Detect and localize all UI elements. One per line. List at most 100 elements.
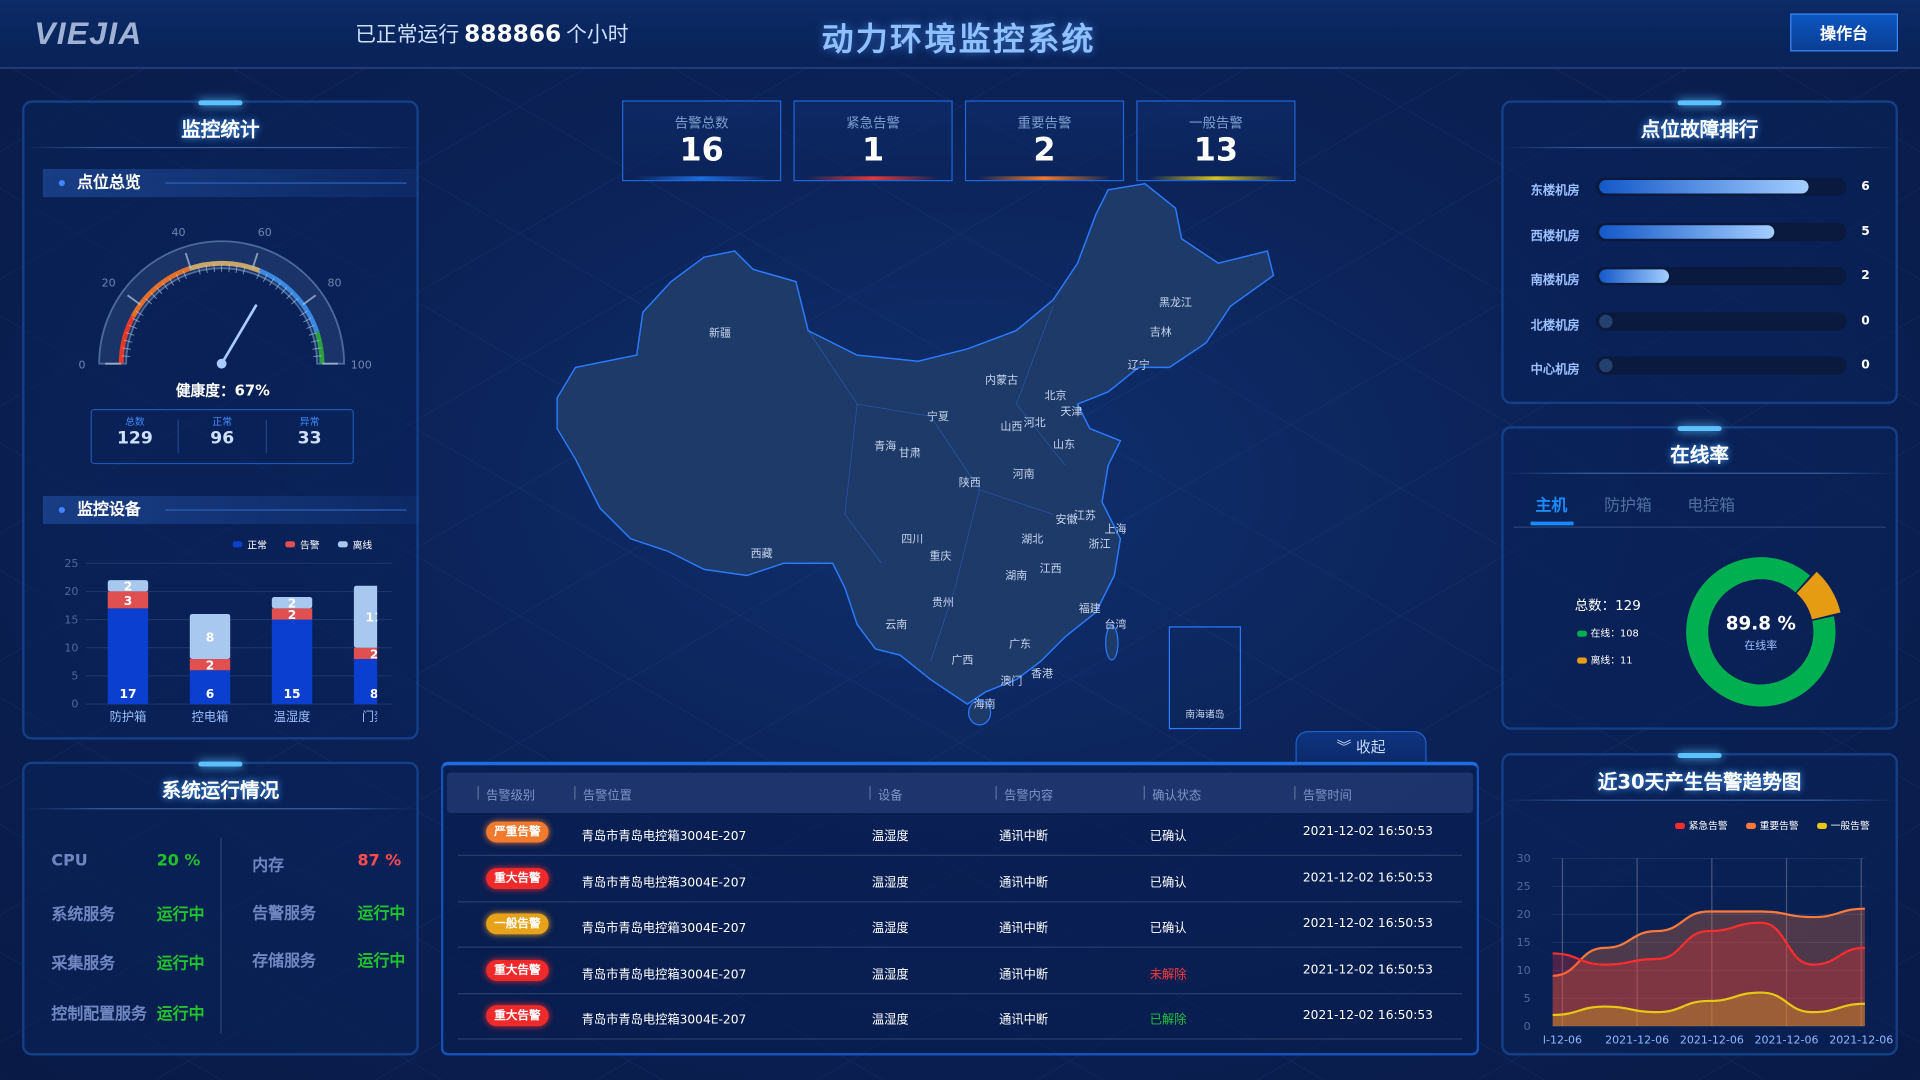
gauge-tick (280, 287, 288, 295)
gauge-tick (308, 332, 318, 336)
stat-label: 异常 (299, 416, 320, 428)
alarm-status: 已确认 (1149, 876, 1187, 890)
gauge-tick (242, 265, 246, 275)
province-label: 湖南 (1005, 569, 1027, 582)
gauge-tick (286, 292, 293, 300)
table-row[interactable]: 一般告警 青岛市青岛电控箱3004E-207 温湿度 通讯中断 已确认 2021-12-0… (457, 902, 1463, 948)
page-title: 动力环境监控系统 (821, 22, 1096, 59)
legend-swatch (1675, 822, 1685, 829)
monitor-stats-panel: 监控统计 点位总览 0 20 40 60 80 100 健康度：67% 总数 129 正常 9… (22, 100, 419, 740)
kpi-label: 告警总数 (674, 115, 729, 132)
y-tick-label: 25 (1517, 880, 1531, 893)
bar-data-label: 2 (370, 647, 379, 661)
alarm-device: 温湿度 (871, 967, 909, 982)
alarm-status: 已确认 (1149, 922, 1187, 936)
hainan-island (967, 699, 992, 726)
gauge-tick (175, 274, 181, 283)
gauge-tick-label: 20 (102, 277, 116, 290)
province-label: 广东 (1009, 638, 1031, 651)
system-item-label: CPU (51, 852, 88, 871)
table-header: 告警级别 告警位置 设备 告警内容 确认状态 告警时间 (446, 772, 1474, 814)
province-label: 海南 (973, 697, 995, 711)
gauge-tick (145, 298, 153, 305)
alarm-time: 2021-12-02 16:50:53 (1302, 917, 1433, 931)
alarm-device: 温湿度 (871, 876, 909, 890)
province-border (807, 330, 1054, 515)
table-row[interactable]: 严重告警 青岛市青岛电控箱3004E-207 温湿度 通讯中断 已确认 2021-12-0… (457, 811, 1463, 856)
runtime-prefix: 已正常运行 (355, 23, 460, 48)
kpi-value: 1 (861, 132, 885, 169)
bar-segment (189, 670, 231, 705)
province-label: 湖北 (1021, 532, 1043, 545)
runtime-status: 已正常运行 888866 个小时 (355, 17, 628, 48)
tab-host[interactable]: 主机 (1535, 497, 1568, 516)
gauge-tick (312, 347, 321, 350)
province-label: 上海 (1104, 522, 1126, 536)
table-row[interactable]: 重大告警 青岛市青岛电控箱3004E-207 温湿度 通讯中断 未解除 2021-12-0… (457, 948, 1463, 994)
system-item-label: 采集服务 (51, 955, 116, 974)
bar-segment (107, 591, 149, 609)
bar-data-label: 17 (119, 687, 136, 701)
online-total: 总数：129 (1575, 595, 1641, 615)
tab-control-box[interactable]: 电控箱 (1687, 497, 1736, 516)
tab-protection-box[interactable]: 防护箱 (1604, 497, 1652, 516)
legend-label: 在线： (1590, 628, 1621, 640)
kpi-underline (806, 176, 940, 181)
ranking-bar-fill (1599, 180, 1810, 194)
section-devices: 监控设备 (42, 495, 419, 525)
online-rate-value: 89.8 % (1725, 612, 1796, 635)
province-label: 内蒙古 (985, 372, 1018, 386)
y-tick-label: 0 (1524, 1020, 1531, 1033)
panel-title: 点位故障排行 (1504, 100, 1896, 142)
collapse-button[interactable]: ︾ 收起 (1295, 731, 1427, 762)
province-label: 江苏 (1074, 509, 1096, 522)
stat-value: 96 (210, 428, 235, 449)
kpi-underline (635, 176, 768, 181)
legend-label: 一般告警 (1831, 819, 1870, 832)
gauge-needle-hub (216, 358, 227, 369)
bar-data-label: 2 (288, 597, 297, 611)
province-label: 四川 (901, 532, 923, 545)
table-row[interactable]: 重大告警 青岛市青岛电控箱3004E-207 温湿度 通讯中断 已解除 2021-12-0… (457, 994, 1463, 1040)
panel-title: 在线率 (1504, 426, 1896, 467)
bar-segment (353, 659, 378, 705)
stat-value: 129 (116, 428, 153, 449)
kpi-card: 紧急告警 1 (793, 100, 953, 182)
kpi-value: 16 (679, 132, 724, 169)
alarm-content: 通讯中断 (999, 922, 1049, 936)
kpi-card: 一般告警 13 (1136, 100, 1296, 182)
alarm-device: 温湿度 (871, 1013, 909, 1028)
alarm-device: 温湿度 (871, 830, 909, 844)
gauge-tick (228, 263, 230, 273)
legend-value: 11 (1620, 655, 1633, 667)
divider (1503, 472, 1896, 474)
legend-swatch (1577, 630, 1587, 637)
gauge-tick (131, 317, 141, 323)
alarm-time: 2021-12-02 16:50:53 (1302, 825, 1433, 839)
inset-label: 南海诸岛 (1185, 708, 1224, 721)
legend-swatch (1817, 822, 1827, 829)
ranking-value: 5 (1861, 224, 1870, 239)
table-row[interactable]: 重大告警 青岛市青岛电控箱3004E-207 温湿度 通讯中断 已确认 2021-12-0… (457, 857, 1463, 902)
kpi-label: 重要告警 (1017, 115, 1072, 132)
console-button[interactable]: 操作台 (1790, 13, 1898, 52)
legend-swatch (285, 541, 296, 548)
province-label: 青海 (874, 438, 896, 452)
point-stats: 总数 129 正常 96 异常 33 (90, 408, 354, 465)
legend-swatch (1577, 657, 1587, 664)
kpi-card: 重要告警 2 (964, 100, 1125, 182)
x-tick-label: 门禁 (362, 709, 386, 724)
alarm-content: 通讯中断 (999, 876, 1049, 890)
donut-online-segment (1686, 557, 1836, 707)
province-label: 江西 (1040, 562, 1062, 575)
gauge-tick (122, 347, 131, 350)
divider (1513, 526, 1886, 528)
gauge-tick (213, 263, 215, 273)
section-overview: 点位总览 (42, 168, 419, 198)
gauge-color-band (258, 268, 320, 333)
y-tick-label: 15 (64, 613, 78, 626)
divider (1503, 799, 1896, 801)
province-label: 香港 (1031, 667, 1053, 680)
